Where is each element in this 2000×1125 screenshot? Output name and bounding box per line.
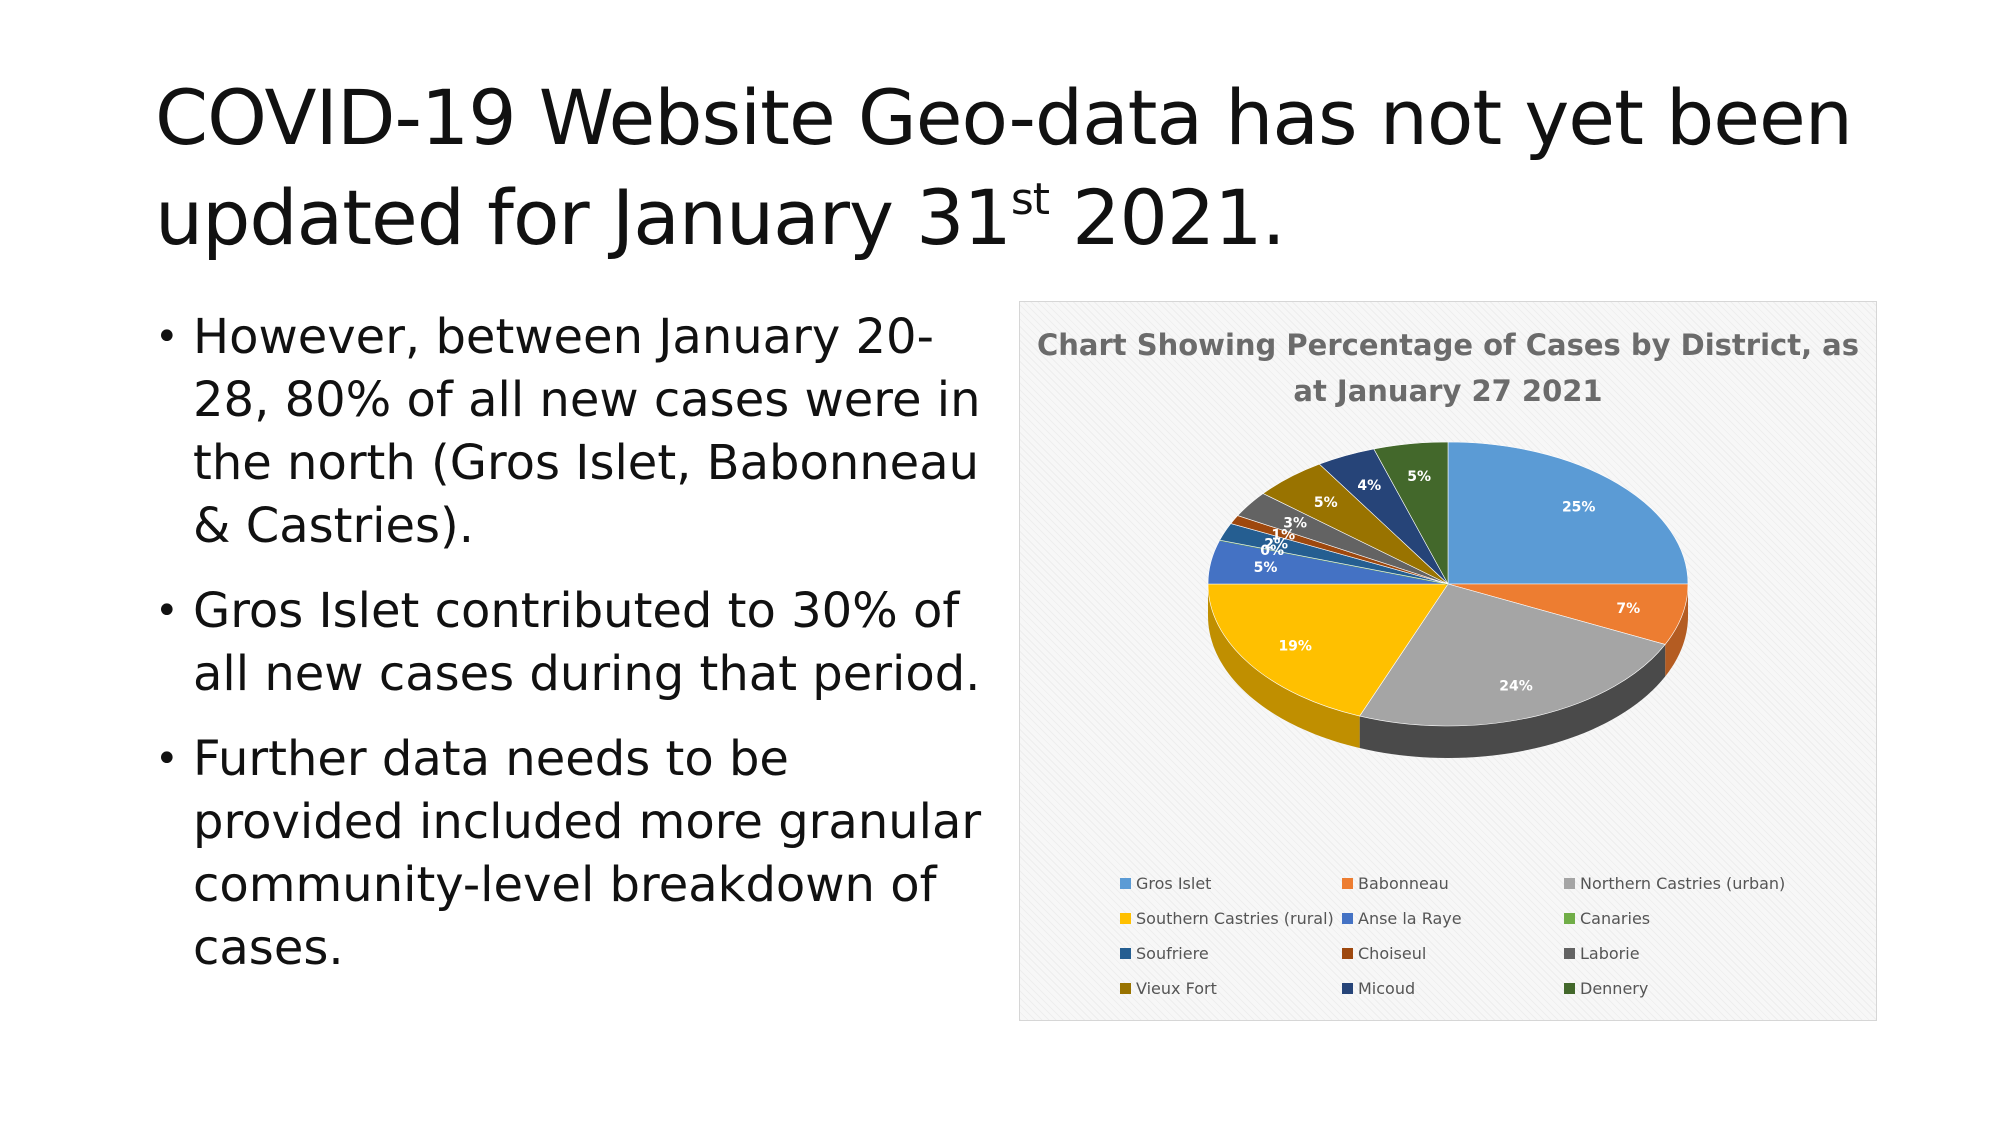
data-label-micoud: 4% [1357,478,1381,494]
legend-label: Anse la Raye [1358,908,1462,928]
legend-label: Canaries [1580,908,1651,928]
legend-label: Vieux Fort [1136,978,1217,998]
data-label-canaries: 0% [1260,543,1284,559]
legend-swatch [1342,947,1353,959]
legend-item-vieux-fort: Vieux Fort [1120,977,1342,999]
data-label-dennery: 5% [1407,469,1431,485]
legend-item-dennery: Dennery [1564,977,1820,999]
legend-item-gros-islet: Gros Islet [1120,872,1342,894]
pie-side-babonneau [1665,584,1688,677]
legend-label: Dennery [1580,978,1649,998]
bullet-dot-icon: • [155,736,179,782]
legend-label: Micoud [1358,978,1416,998]
data-label-northern-castries-urban: 24% [1499,679,1533,695]
legend-label: Laborie [1580,943,1640,963]
legend-item-canaries: Canaries [1564,907,1820,929]
pie-slice-gros-islet [1447,441,1689,585]
bullet-item: • Further data needs to be provided inclu… [155,728,1005,980]
pie-slice-babonneau [1447,583,1689,645]
legend-item-micoud: Micoud [1342,977,1564,999]
legend-item-choiseul: Choiseul [1342,942,1564,964]
bullet-item: • Gros Islet contributed to 30% of all ne… [155,580,1005,706]
legend-swatch [1120,877,1131,889]
legend-item-babonneau: Babonneau [1342,872,1564,894]
bullet-list: • However, between January 20-28, 80% of … [155,306,1005,1002]
legend-swatch [1342,912,1353,924]
data-label-soufriere: 2% [1264,537,1288,553]
legend-item-anse-la-raye: Anse la Raye [1342,907,1564,929]
chart-title: Chart Showing Percentage of Cases by Dis… [1036,328,1860,408]
legend-swatch [1564,982,1575,994]
legend-swatch [1342,982,1353,994]
legend-label: Southern Castries (rural) [1136,908,1334,928]
legend-item-northern-castries-urban: Northern Castries (urban) [1564,872,1820,894]
bullet-dot-icon: • [155,314,179,360]
legend-swatch [1564,912,1575,924]
pie-side-southern-castries-rural [1208,584,1360,749]
chart-legend: Gros Islet Babonneau Northern Castries (ur… [1120,872,1820,999]
pie-slice-dennery [1373,441,1449,585]
data-label-choiseul: 1% [1271,527,1295,543]
legend-label: Northern Castries (urban) [1580,873,1786,893]
data-label-babonneau: 7% [1616,601,1640,617]
pie-side-northern-castries-urban [1359,644,1666,758]
data-label-gros-islet: 25% [1562,500,1596,516]
legend-swatch [1564,947,1575,959]
legend-label: Choiseul [1358,943,1427,963]
pie-chart: Chart Showing Percentage of Cases by Dis… [1019,301,1877,1021]
data-label-southern-castries-rural: 19% [1278,639,1312,655]
legend-swatch [1564,877,1575,889]
legend-swatch [1342,877,1353,889]
bullet-item: • However, between January 20-28, 80% of … [155,306,1005,558]
pie-slice-southern-castries-rural [1207,583,1449,717]
data-label-anse-la-raye: 5% [1254,560,1278,576]
legend-label: Babonneau [1358,873,1449,893]
pie-slice-northern-castries-urban [1359,583,1666,727]
legend-item-laborie: Laborie [1564,942,1820,964]
legend-swatch [1120,947,1131,959]
data-label-vieux-fort: 5% [1314,495,1338,511]
bullet-dot-icon: • [155,588,179,634]
legend-label: Soufriere [1136,943,1209,963]
legend-swatch [1120,982,1131,994]
legend-label: Gros Islet [1136,873,1212,893]
pie-chart-plot: 25%7%24%19%5%0%2%1%3%5%4%5% [1207,441,1689,758]
slide-title: COVID-19 Website Geo-data has not yet be… [155,73,1853,262]
legend-item-southern-castries-rural: Southern Castries (rural) [1120,907,1342,929]
legend-item-soufriere: Soufriere [1120,942,1342,964]
legend-swatch [1120,912,1131,924]
data-label-laborie: 3% [1283,516,1307,532]
